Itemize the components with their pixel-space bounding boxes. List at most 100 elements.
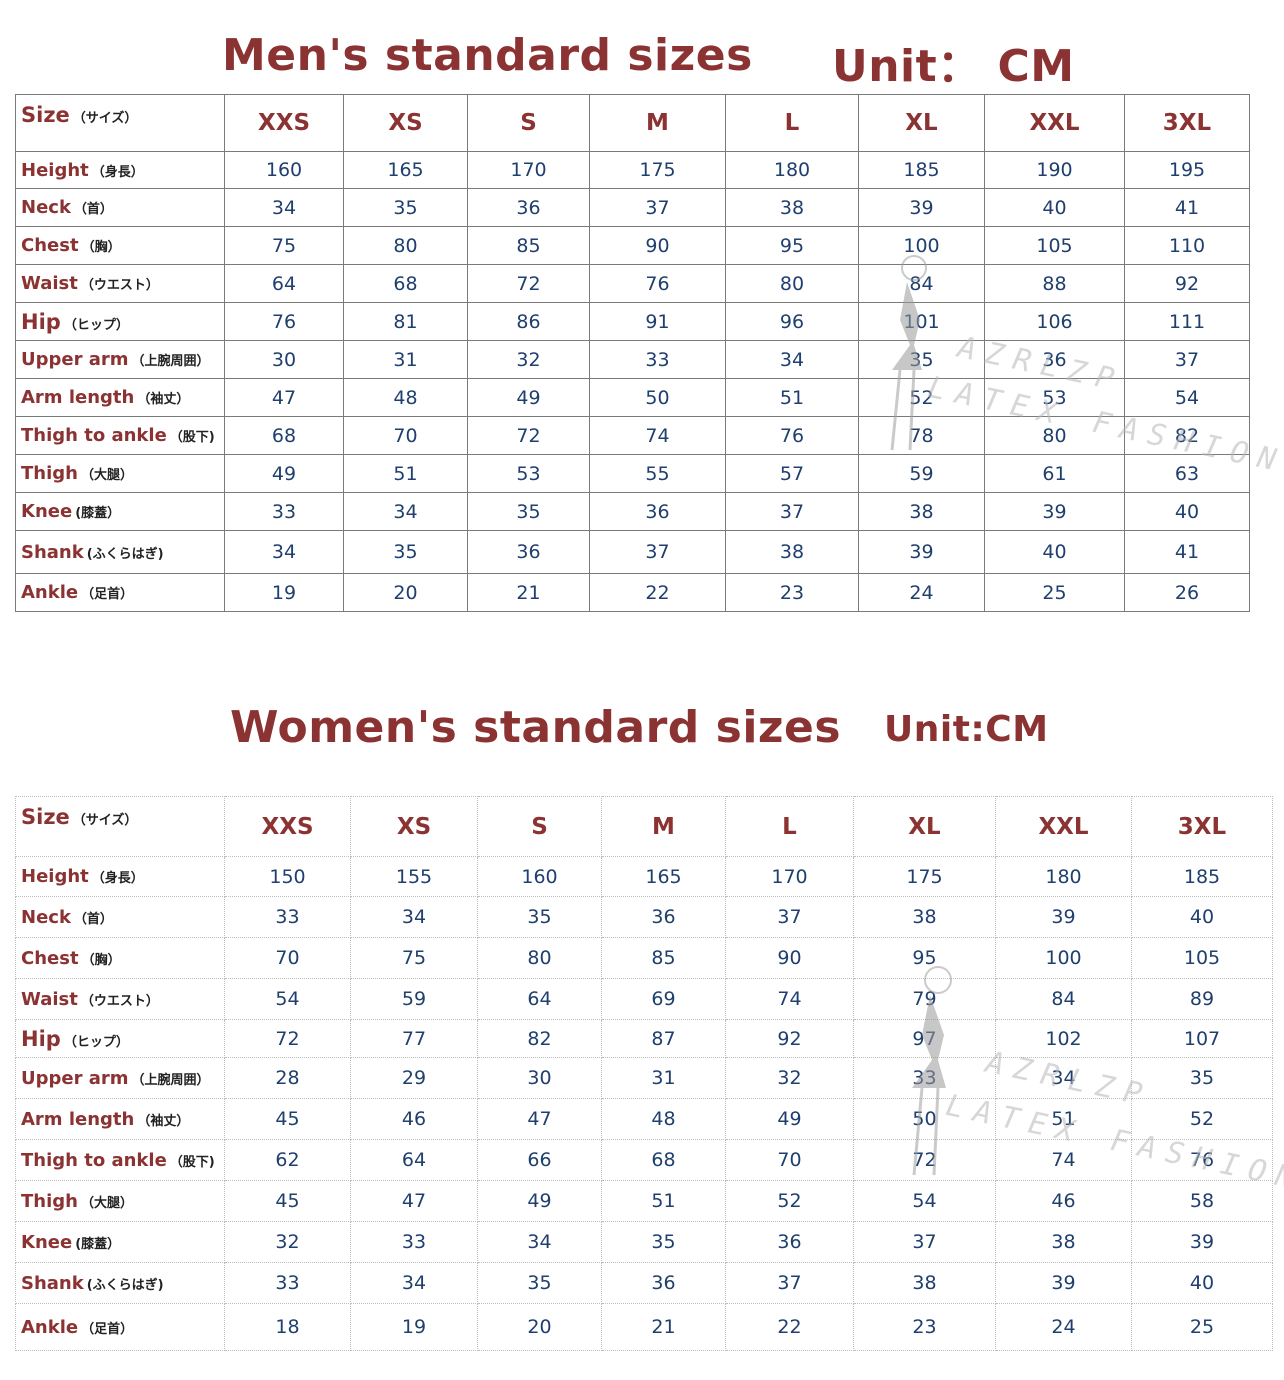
size-value-cell: 20 — [343, 573, 468, 612]
size-header-label: Size （サイズ） — [15, 796, 225, 857]
size-value-cell: 35 — [601, 1221, 726, 1263]
row-label-text: Waist — [21, 273, 78, 294]
size-value-cell: 36 — [725, 1221, 854, 1263]
size-label-text: Size — [21, 805, 70, 829]
row-label-text: Chest — [21, 947, 79, 969]
size-value-cell: 54 — [224, 978, 351, 1020]
size-value-cell: 32 — [725, 1057, 854, 1099]
row-label-text: Thigh to ankle — [21, 1149, 167, 1171]
size-value-cell: 35 — [858, 340, 985, 379]
size-value-cell: 46 — [995, 1180, 1132, 1222]
row-label: Thigh to ankle （股下) — [15, 1139, 225, 1181]
size-column-header: 3XL — [1131, 796, 1273, 857]
size-value-cell: 64 — [477, 978, 602, 1020]
size-value-cell: 81 — [343, 302, 468, 341]
size-value-cell: 36 — [984, 340, 1125, 379]
row-label-text: Waist — [21, 988, 78, 1010]
size-value-cell: 32 — [224, 1221, 351, 1263]
size-column-header: M — [601, 796, 726, 857]
size-value-cell: 190 — [984, 151, 1125, 189]
size-value-cell: 22 — [725, 1303, 854, 1351]
size-value-cell: 76 — [1131, 1139, 1273, 1181]
size-value-cell: 33 — [224, 492, 344, 531]
size-value-cell: 86 — [467, 302, 590, 341]
size-value-cell: 31 — [601, 1057, 726, 1099]
size-label-jp: （サイズ） — [72, 813, 138, 828]
table-row: Ankle （足首） 18 19 20 21 22 23 24 25 — [15, 1303, 1273, 1351]
size-value-cell: 84 — [995, 978, 1132, 1020]
row-label: Arm length （袖丈） — [15, 378, 225, 417]
row-label-text: Upper arm — [21, 1067, 129, 1089]
size-value-cell: 57 — [725, 454, 859, 493]
size-value-cell: 37 — [725, 896, 854, 938]
size-value-cell: 34 — [725, 340, 859, 379]
size-column-header: XXL — [995, 796, 1132, 857]
size-column-header: XXS — [224, 94, 344, 152]
size-value-cell: 62 — [224, 1139, 351, 1181]
row-label-text: Neck — [21, 197, 71, 218]
table-row: Knee (膝蓋） 32 33 34 35 36 37 38 39 — [15, 1221, 1273, 1263]
size-column-header: S — [477, 796, 602, 857]
size-value-cell: 77 — [350, 1019, 478, 1058]
size-value-cell: 32 — [467, 340, 590, 379]
size-value-cell: 37 — [1124, 340, 1250, 379]
size-value-cell: 18 — [224, 1303, 351, 1351]
size-value-cell: 47 — [477, 1098, 602, 1140]
size-value-cell: 100 — [995, 937, 1132, 979]
size-value-cell: 36 — [589, 492, 726, 531]
row-label-text: Arm length — [21, 1108, 135, 1130]
row-label: Arm length （袖丈） — [15, 1098, 225, 1140]
size-value-cell: 51 — [343, 454, 468, 493]
row-label: Thigh （大腿） — [15, 1180, 225, 1222]
row-label-jp: （足首） — [81, 1321, 134, 1337]
size-value-cell: 150 — [224, 856, 351, 897]
table-row: Neck （首） 33 34 35 36 37 38 39 40 — [15, 896, 1273, 938]
row-label-jp: （ヒップ） — [63, 1034, 129, 1050]
men-title: Men's standard sizes — [222, 30, 753, 81]
size-column-header: 3XL — [1124, 94, 1250, 152]
size-value-cell: 37 — [725, 492, 859, 531]
size-value-cell: 33 — [224, 896, 351, 938]
size-value-cell: 39 — [858, 530, 985, 574]
size-value-cell: 75 — [224, 226, 344, 265]
row-label-jp: (ふくらはぎ) — [86, 546, 164, 562]
table-row: Height （身長） 160 165 170 175 180 185 190 195 — [15, 151, 1250, 189]
size-value-cell: 35 — [477, 1262, 602, 1304]
size-value-cell: 84 — [858, 264, 985, 303]
women-unit: Unit:CM — [884, 709, 1049, 750]
size-value-cell: 26 — [1124, 573, 1250, 612]
size-value-cell: 34 — [350, 896, 478, 938]
row-label-text: Knee — [21, 1231, 73, 1253]
size-value-cell: 160 — [477, 856, 602, 897]
size-value-cell: 46 — [350, 1098, 478, 1140]
row-label-jp: （ウエスト） — [80, 993, 159, 1009]
row-label-jp: (ふくらはぎ) — [86, 1277, 164, 1293]
size-value-cell: 64 — [350, 1139, 478, 1181]
size-value-cell: 76 — [589, 264, 726, 303]
size-value-cell: 76 — [224, 302, 344, 341]
size-value-cell: 78 — [858, 416, 985, 455]
size-value-cell: 39 — [995, 1262, 1132, 1304]
size-value-cell: 185 — [1131, 856, 1273, 897]
size-value-cell: 80 — [343, 226, 468, 265]
size-value-cell: 51 — [601, 1180, 726, 1222]
size-value-cell: 19 — [224, 573, 344, 612]
size-value-cell: 25 — [984, 573, 1125, 612]
size-value-cell: 70 — [343, 416, 468, 455]
size-value-cell: 72 — [467, 416, 590, 455]
size-value-cell: 34 — [224, 530, 344, 574]
size-value-cell: 38 — [725, 188, 859, 227]
size-value-cell: 37 — [725, 1262, 854, 1304]
size-value-cell: 51 — [995, 1098, 1132, 1140]
size-value-cell: 59 — [858, 454, 985, 493]
size-value-cell: 92 — [1124, 264, 1250, 303]
row-label-text: Thigh — [21, 463, 78, 484]
size-value-cell: 110 — [1124, 226, 1250, 265]
size-value-cell: 69 — [601, 978, 726, 1020]
row-label: Shank (ふくらはぎ) — [15, 1262, 225, 1304]
size-column-header: XS — [350, 796, 478, 857]
row-label-jp: （首） — [73, 202, 113, 217]
size-value-cell: 35 — [467, 492, 590, 531]
size-value-cell: 37 — [589, 530, 726, 574]
row-label: Knee (膝蓋） — [15, 1221, 225, 1263]
